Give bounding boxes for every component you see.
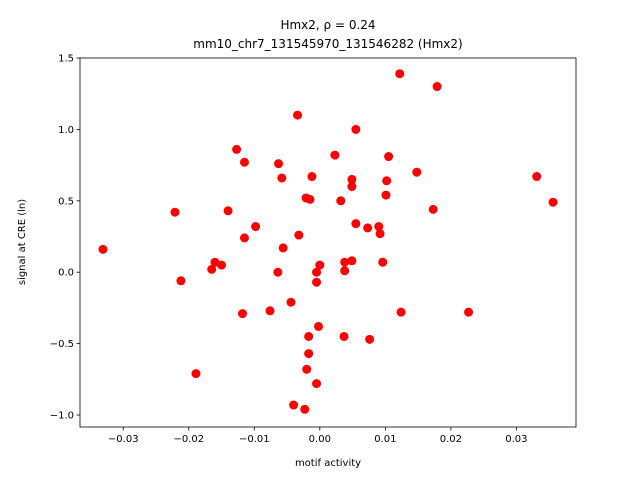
point bbox=[265, 306, 275, 316]
point bbox=[339, 331, 349, 341]
point bbox=[286, 297, 296, 307]
chart-title: Hmx2, ρ = 0.24 bbox=[280, 18, 375, 32]
point bbox=[363, 223, 373, 233]
x-tick-label: 0.03 bbox=[505, 434, 527, 445]
point bbox=[313, 321, 323, 331]
point bbox=[340, 257, 350, 267]
point bbox=[232, 144, 242, 154]
point bbox=[300, 404, 310, 414]
point bbox=[223, 206, 233, 216]
point bbox=[307, 172, 317, 182]
point bbox=[365, 334, 375, 344]
x-tick-label: 0.02 bbox=[440, 434, 462, 445]
y-tick-label: 0.0 bbox=[58, 268, 74, 279]
point bbox=[207, 264, 217, 274]
point bbox=[251, 222, 261, 232]
point bbox=[428, 204, 438, 214]
point bbox=[351, 219, 361, 229]
point bbox=[432, 82, 442, 92]
point bbox=[278, 243, 288, 253]
point bbox=[412, 167, 422, 177]
point bbox=[239, 233, 249, 243]
plot-frame bbox=[79, 57, 577, 428]
point bbox=[294, 230, 304, 240]
y-tick-label: 0.5 bbox=[58, 196, 74, 207]
point bbox=[464, 307, 474, 317]
point bbox=[191, 369, 201, 379]
point bbox=[351, 124, 361, 134]
point bbox=[273, 267, 283, 277]
y-tick-label: −0.5 bbox=[50, 339, 74, 350]
point bbox=[347, 256, 357, 266]
point bbox=[217, 260, 227, 270]
point bbox=[375, 229, 385, 239]
point bbox=[237, 309, 247, 319]
point bbox=[378, 257, 388, 267]
point bbox=[340, 266, 350, 276]
y-axis-label: signal at CRE (ln) bbox=[17, 199, 28, 285]
point bbox=[395, 69, 405, 79]
point bbox=[330, 150, 340, 160]
x-tick-label: −0.02 bbox=[173, 434, 204, 445]
point bbox=[315, 260, 325, 270]
y-tick-label: 1.0 bbox=[58, 125, 74, 136]
point bbox=[304, 331, 314, 341]
point bbox=[396, 307, 406, 317]
point bbox=[304, 349, 314, 359]
point bbox=[381, 190, 391, 200]
point bbox=[302, 364, 312, 374]
point bbox=[347, 174, 357, 184]
point bbox=[277, 173, 287, 183]
point bbox=[532, 172, 542, 182]
point bbox=[336, 196, 346, 206]
chart-subtitle: mm10_chr7_131545970_131546282 (Hmx2) bbox=[193, 37, 462, 51]
point bbox=[382, 176, 392, 186]
point bbox=[384, 152, 394, 162]
point bbox=[289, 400, 299, 410]
x-tick-label: 0.00 bbox=[309, 434, 331, 445]
point bbox=[374, 222, 384, 232]
point bbox=[176, 276, 186, 286]
point bbox=[312, 277, 322, 287]
y-tick-label: 1.5 bbox=[58, 54, 74, 65]
x-axis-label: motif activity bbox=[295, 458, 361, 469]
point bbox=[170, 207, 180, 217]
x-tick-label: 0.01 bbox=[374, 434, 396, 445]
point bbox=[98, 244, 108, 254]
x-tick-label: −0.01 bbox=[239, 434, 270, 445]
point bbox=[305, 194, 315, 204]
point bbox=[548, 197, 558, 207]
point bbox=[239, 157, 249, 167]
x-tick-label: −0.03 bbox=[108, 434, 139, 445]
point bbox=[312, 379, 322, 389]
point bbox=[312, 267, 322, 277]
point bbox=[274, 159, 284, 169]
y-tick-label: −1.0 bbox=[50, 411, 74, 422]
point bbox=[347, 182, 357, 192]
point bbox=[293, 110, 303, 120]
